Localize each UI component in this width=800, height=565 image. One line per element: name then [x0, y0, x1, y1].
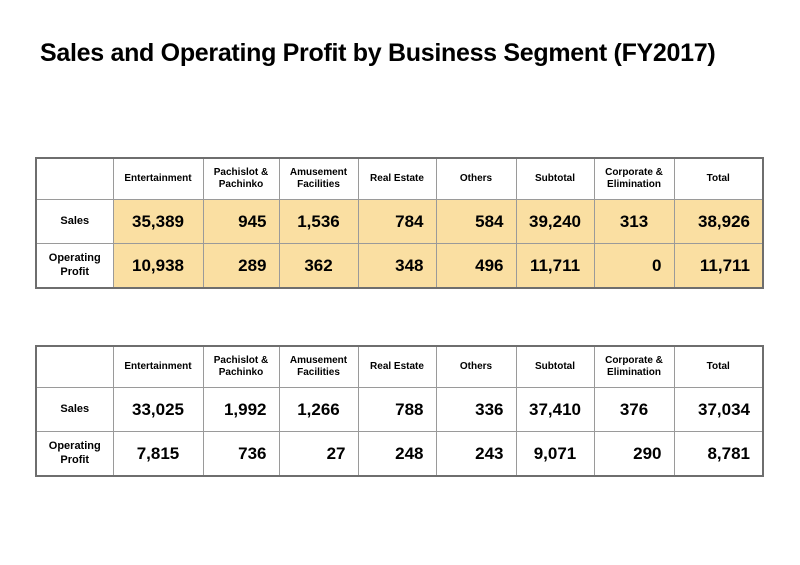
corner-cell — [35, 345, 114, 388]
table-row-operating-profit: Operating Profit 7,815 736 27 248 243 9,… — [35, 431, 764, 477]
col-header-others: Others — [435, 157, 517, 200]
cell-op-others: 496 — [435, 243, 517, 289]
cell-op-total: 11,711 — [673, 243, 764, 289]
col-header-real-estate: Real Estate — [357, 345, 437, 388]
header-row: Entertainment Pachislot & Pachinko Amuse… — [35, 157, 764, 200]
cell-op-others: 243 — [435, 431, 517, 477]
row-label-operating-profit: Operating Profit — [35, 431, 114, 477]
table-row-operating-profit: Operating Profit 10,938 289 362 348 496 … — [35, 243, 764, 289]
cell-sales-amusement-facilities: 1,536 — [278, 199, 359, 244]
cell-op-amusement-facilities: 362 — [278, 243, 359, 289]
col-header-others: Others — [435, 345, 517, 388]
col-header-entertainment: Entertainment — [112, 157, 204, 200]
row-label-sales: Sales — [35, 199, 114, 244]
cell-op-pachislot-pachinko: 289 — [202, 243, 280, 289]
cell-sales-others: 336 — [435, 387, 517, 432]
corner-cell — [35, 157, 114, 200]
table-row-sales: Sales 35,389 945 1,536 784 584 39,240 31… — [35, 199, 764, 244]
cell-sales-real-estate: 784 — [357, 199, 437, 244]
col-header-corporate-elimination: Corporate & Elimination — [593, 345, 675, 388]
col-header-subtotal: Subtotal — [515, 157, 595, 200]
cell-sales-corporate-elimination: 313 — [593, 199, 675, 244]
cell-op-amusement-facilities: 27 — [278, 431, 359, 477]
cell-op-corporate-elimination: 290 — [593, 431, 675, 477]
cell-op-subtotal: 11,711 — [515, 243, 595, 289]
cell-sales-pachislot-pachinko: 945 — [202, 199, 280, 244]
cell-op-entertainment: 7,815 — [112, 431, 204, 477]
cell-sales-total: 38,926 — [673, 199, 764, 244]
col-header-subtotal: Subtotal — [515, 345, 595, 388]
col-header-entertainment: Entertainment — [112, 345, 204, 388]
row-label-sales: Sales — [35, 387, 114, 432]
cell-op-corporate-elimination: 0 — [593, 243, 675, 289]
table-row-sales: Sales 33,025 1,992 1,266 788 336 37,410 … — [35, 387, 764, 432]
cell-sales-subtotal: 39,240 — [515, 199, 595, 244]
row-label-operating-profit: Operating Profit — [35, 243, 114, 289]
cell-sales-corporate-elimination: 376 — [593, 387, 675, 432]
cell-op-total: 8,781 — [673, 431, 764, 477]
col-header-amusement-facilities: Amusement Facilities — [278, 157, 359, 200]
page-title: Sales and Operating Profit by Business S… — [40, 38, 716, 67]
col-header-total: Total — [673, 157, 764, 200]
cell-sales-real-estate: 788 — [357, 387, 437, 432]
cell-sales-subtotal: 37,410 — [515, 387, 595, 432]
cell-op-pachislot-pachinko: 736 — [202, 431, 280, 477]
col-header-corporate-elimination: Corporate & Elimination — [593, 157, 675, 200]
cell-sales-entertainment: 35,389 — [112, 199, 204, 244]
segment-table-highlighted: Entertainment Pachislot & Pachinko Amuse… — [35, 157, 764, 289]
segment-table-plain: Entertainment Pachislot & Pachinko Amuse… — [35, 345, 764, 477]
cell-sales-amusement-facilities: 1,266 — [278, 387, 359, 432]
cell-sales-entertainment: 33,025 — [112, 387, 204, 432]
cell-sales-pachislot-pachinko: 1,992 — [202, 387, 280, 432]
col-header-amusement-facilities: Amusement Facilities — [278, 345, 359, 388]
col-header-real-estate: Real Estate — [357, 157, 437, 200]
cell-sales-total: 37,034 — [673, 387, 764, 432]
header-row: Entertainment Pachislot & Pachinko Amuse… — [35, 345, 764, 388]
cell-op-entertainment: 10,938 — [112, 243, 204, 289]
col-header-pachislot-pachinko: Pachislot & Pachinko — [202, 157, 280, 200]
col-header-total: Total — [673, 345, 764, 388]
cell-op-real-estate: 348 — [357, 243, 437, 289]
cell-sales-others: 584 — [435, 199, 517, 244]
cell-op-subtotal: 9,071 — [515, 431, 595, 477]
cell-op-real-estate: 248 — [357, 431, 437, 477]
col-header-pachislot-pachinko: Pachislot & Pachinko — [202, 345, 280, 388]
